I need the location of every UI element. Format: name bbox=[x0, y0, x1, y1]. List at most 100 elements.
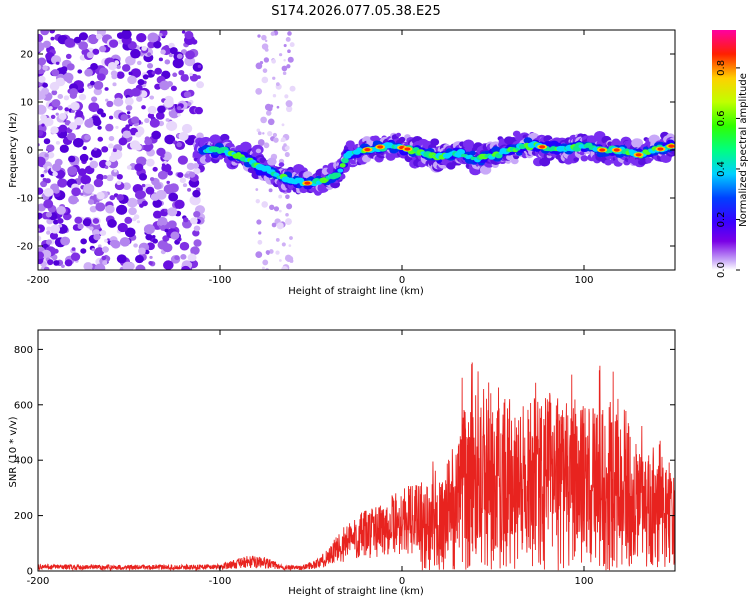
noise-blob bbox=[105, 204, 115, 214]
noise-blob bbox=[53, 219, 59, 225]
noise-blob bbox=[160, 225, 166, 230]
noise-blob bbox=[141, 183, 146, 188]
noise-blob bbox=[74, 216, 83, 224]
noise-blob bbox=[55, 77, 66, 87]
colorbar-tick-label: 0.4 bbox=[716, 161, 727, 177]
noise-blob bbox=[109, 239, 118, 247]
ridge-halo-blob bbox=[278, 162, 285, 167]
noise-blob bbox=[131, 87, 141, 97]
noise-blob bbox=[38, 41, 45, 52]
noise-blob bbox=[262, 132, 265, 135]
noise-blob bbox=[109, 195, 116, 201]
hotspot-core bbox=[635, 153, 642, 157]
noise-blob bbox=[261, 266, 265, 270]
noise-blob bbox=[132, 217, 137, 222]
noise-blob bbox=[112, 148, 117, 153]
bottom-x-tick-label: -100 bbox=[209, 576, 232, 587]
noise-blob bbox=[273, 137, 279, 143]
noise-blob bbox=[124, 216, 133, 224]
noise-blob bbox=[167, 170, 173, 176]
noise-blob bbox=[148, 261, 153, 266]
noise-blob bbox=[49, 232, 59, 240]
ridge-core-blob bbox=[456, 149, 466, 155]
ridge-halo-blob bbox=[573, 157, 579, 162]
noise-blob bbox=[121, 30, 132, 40]
noise-blob bbox=[147, 32, 159, 43]
noise-blob bbox=[174, 199, 185, 209]
noise-blob bbox=[149, 95, 155, 100]
bottom-y-tick-label: 200 bbox=[14, 511, 33, 522]
noise-blob bbox=[133, 243, 138, 248]
noise-blob bbox=[126, 111, 131, 115]
noise-blob bbox=[50, 36, 55, 41]
noise-blob bbox=[177, 113, 181, 117]
ridge-halo-blob bbox=[580, 155, 589, 162]
noise-blob bbox=[138, 173, 148, 181]
noise-blob bbox=[40, 180, 48, 188]
noise-blob bbox=[38, 212, 43, 219]
noise-blob bbox=[88, 102, 100, 113]
noise-blob bbox=[90, 148, 102, 159]
noise-blob bbox=[38, 64, 42, 71]
noise-blob bbox=[80, 238, 87, 245]
noise-blob bbox=[57, 218, 64, 224]
noise-blob bbox=[136, 220, 141, 224]
noise-blob bbox=[271, 58, 276, 64]
ridge-halo-blob bbox=[430, 138, 440, 146]
hotspot-core bbox=[364, 148, 371, 152]
noise-blob bbox=[63, 95, 70, 101]
noise-blob bbox=[38, 228, 41, 232]
noise-blob bbox=[181, 265, 191, 270]
noise-blob bbox=[287, 49, 291, 53]
noise-blob bbox=[70, 252, 81, 262]
noise-blob bbox=[107, 159, 119, 169]
noise-blob bbox=[105, 160, 112, 167]
noise-blob bbox=[89, 157, 93, 161]
noise-blob bbox=[286, 105, 293, 113]
noise-blob bbox=[191, 39, 198, 45]
noise-blob bbox=[162, 243, 173, 253]
noise-blob bbox=[144, 249, 150, 255]
noise-blob bbox=[77, 168, 87, 177]
noise-blob bbox=[272, 76, 276, 80]
noise-blob bbox=[61, 264, 65, 268]
ridge-halo-blob bbox=[267, 157, 277, 166]
noise-blob bbox=[135, 264, 146, 270]
noise-blob bbox=[89, 226, 94, 231]
bottom-x-tick-label: -200 bbox=[27, 576, 50, 587]
noise-blob bbox=[161, 163, 166, 167]
noise-blob bbox=[49, 30, 55, 34]
noise-blob bbox=[99, 229, 107, 236]
top-x-tick-label: 100 bbox=[574, 275, 593, 286]
ridge-core-blob bbox=[334, 172, 342, 178]
noise-blob bbox=[285, 194, 290, 200]
noise-blob bbox=[112, 82, 117, 87]
noise-blob bbox=[162, 235, 170, 242]
noise-blob bbox=[50, 126, 59, 134]
noise-blob bbox=[257, 239, 263, 245]
noise-blob bbox=[279, 53, 283, 57]
noise-blob bbox=[97, 136, 104, 142]
noise-blob bbox=[180, 74, 189, 82]
noise-blob bbox=[261, 76, 269, 84]
noise-blob bbox=[152, 238, 158, 244]
noise-blob bbox=[89, 160, 99, 169]
noise-blob bbox=[126, 165, 132, 170]
noise-blob bbox=[97, 244, 102, 248]
noise-blob bbox=[64, 107, 69, 112]
noise-blob bbox=[284, 94, 289, 99]
colorbar-tick-label: 0.6 bbox=[716, 110, 727, 126]
spectrogram-heatmap bbox=[38, 30, 675, 270]
noise-blob bbox=[164, 208, 168, 212]
snr-series-line bbox=[38, 362, 675, 571]
noise-blob bbox=[43, 169, 48, 173]
noise-blob bbox=[283, 59, 286, 62]
noise-blob bbox=[144, 118, 150, 124]
noise-blob bbox=[48, 106, 53, 110]
noise-blob bbox=[183, 217, 189, 223]
noise-blob bbox=[102, 260, 108, 266]
noise-blob bbox=[141, 105, 146, 110]
noise-blob bbox=[276, 105, 280, 109]
noise-blob bbox=[95, 202, 106, 212]
